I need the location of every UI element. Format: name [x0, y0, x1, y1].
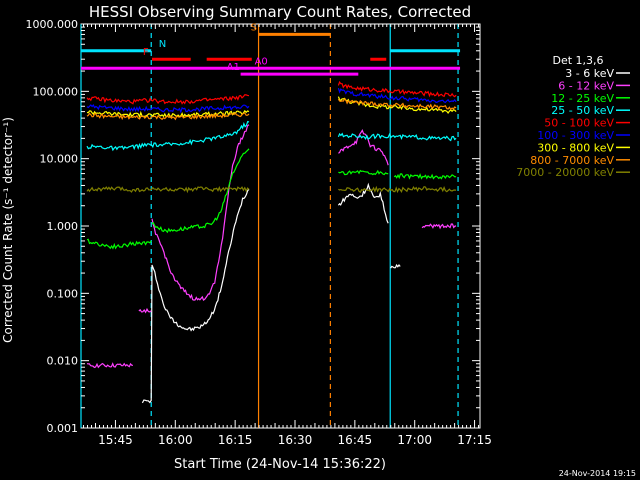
- y-tick-label: 1.000: [47, 220, 79, 233]
- y-axis-label: Corrected Count Rate (s⁻¹ detector⁻¹): [1, 117, 15, 343]
- legend-label: 6 - 12 keV: [558, 79, 614, 92]
- series-2-segment-3: [393, 173, 457, 180]
- legend-label: 25 - 50 keV: [551, 104, 614, 117]
- y-tick-label: 0.001: [47, 422, 79, 435]
- y-tick-label: 100.000: [33, 85, 79, 98]
- series-1-segment-1: [138, 307, 152, 314]
- plot-area: 0.001 0.010 0.100 1.000 10.000 100.000 1000.00…: [26, 18, 492, 447]
- x-tick-label: 17:15: [457, 433, 492, 447]
- x-tick-label: 16:30: [278, 433, 313, 447]
- series-5-segment-1: [337, 88, 457, 104]
- legend-label: 50 - 100 keV: [544, 117, 614, 130]
- series-1-segment-2: [151, 124, 250, 302]
- flag-label-f: F: [143, 47, 149, 58]
- flag-label-a0: A0: [255, 56, 268, 67]
- timestamp: 24-Nov-2014 19:15: [559, 469, 636, 478]
- series-8-segment-1: [338, 185, 457, 194]
- x-tick-label: 17:00: [397, 433, 432, 447]
- x-tick-label: 16:15: [218, 433, 253, 447]
- series-2-segment-1: [151, 148, 250, 234]
- flag-label-n: N: [159, 39, 166, 50]
- series-4-segment-1: [337, 80, 457, 98]
- series-8-segment-0: [86, 185, 250, 194]
- y-tick-label: 1000.000: [26, 18, 79, 31]
- y-tick-label: 0.010: [47, 355, 79, 368]
- series-0-segment-2: [390, 263, 401, 269]
- series-1-segment-3: [338, 129, 389, 166]
- legend-label: 3 - 6 keV: [565, 67, 614, 80]
- series-0-segment-0: [141, 188, 250, 404]
- legend-label: 300 - 800 keV: [537, 141, 614, 154]
- x-axis-label: Start Time (24-Nov-14 15:36:22): [174, 457, 386, 472]
- series-0-segment-1: [337, 182, 389, 224]
- y-tick-label: 10.000: [40, 153, 79, 166]
- series-2-segment-2: [338, 169, 389, 176]
- x-tick-label: 15:45: [98, 433, 133, 447]
- legend-label: 100 - 300 keV: [537, 129, 614, 142]
- series-3-segment-1: [337, 132, 457, 142]
- legend-label: 12 - 25 keV: [551, 92, 614, 105]
- series-1-segment-4: [421, 223, 457, 230]
- series-7-segment-0: [86, 112, 250, 121]
- x-tick-label: 16:00: [158, 433, 193, 447]
- flag-label-a1: A1: [227, 62, 240, 73]
- chart-title: HESSI Observing Summary Count Rates, Cor…: [89, 3, 471, 21]
- series-7-segment-1: [337, 98, 457, 111]
- x-tick-label: 16:45: [338, 433, 373, 447]
- series-4-segment-0: [86, 94, 250, 105]
- y-tick-label: 0.100: [47, 287, 79, 300]
- series-3-segment-0: [86, 120, 250, 152]
- legend-label: 800 - 7000 keV: [530, 154, 614, 167]
- flag-label-s: S: [251, 22, 257, 33]
- legend-title: Det 1,3,6: [552, 54, 603, 67]
- series-1-segment-0: [86, 362, 133, 369]
- series-5-segment-0: [86, 104, 250, 114]
- series-2-segment-0: [86, 238, 152, 250]
- legend-label: 7000 - 20000 keV: [516, 166, 614, 179]
